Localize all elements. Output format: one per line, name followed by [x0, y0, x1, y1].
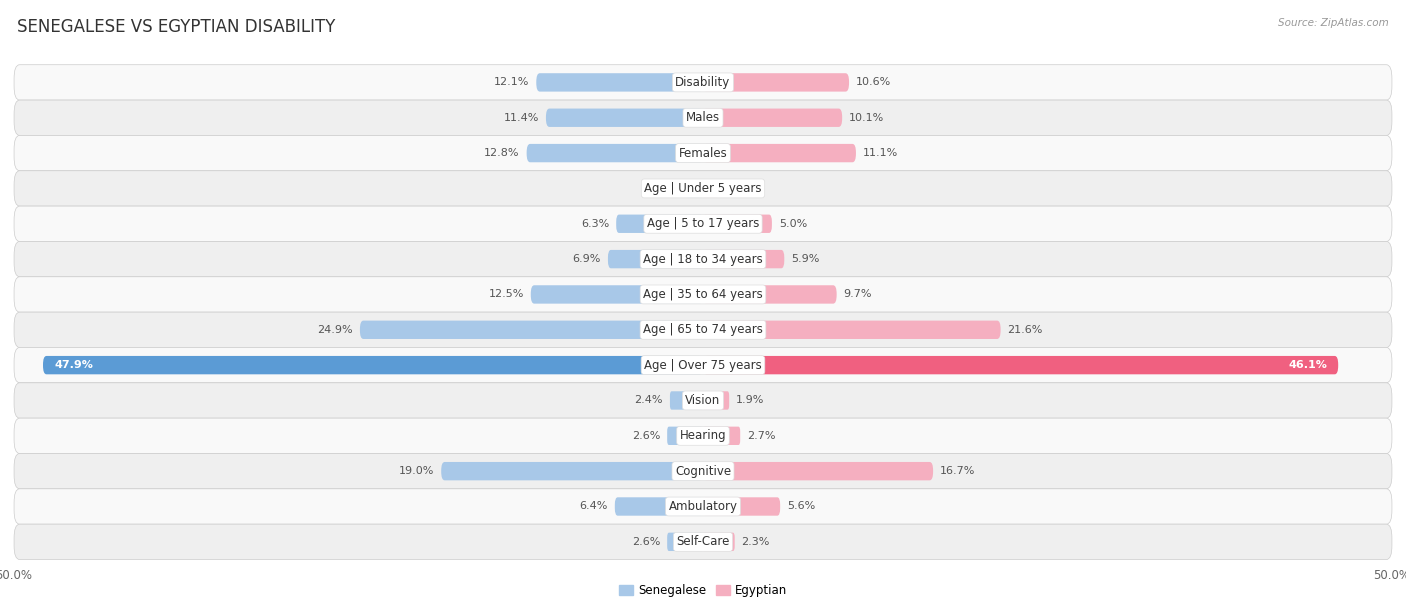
- Text: 10.1%: 10.1%: [849, 113, 884, 123]
- Text: Hearing: Hearing: [679, 429, 727, 442]
- Text: 6.4%: 6.4%: [579, 501, 607, 512]
- FancyBboxPatch shape: [703, 108, 842, 127]
- Text: 2.6%: 2.6%: [631, 537, 661, 547]
- FancyBboxPatch shape: [531, 285, 703, 304]
- Text: 2.4%: 2.4%: [634, 395, 664, 406]
- FancyBboxPatch shape: [703, 215, 772, 233]
- FancyBboxPatch shape: [616, 215, 703, 233]
- FancyBboxPatch shape: [703, 427, 740, 445]
- Text: 5.9%: 5.9%: [792, 254, 820, 264]
- Text: 10.6%: 10.6%: [856, 77, 891, 88]
- Text: 47.9%: 47.9%: [53, 360, 93, 370]
- FancyBboxPatch shape: [703, 498, 780, 516]
- FancyBboxPatch shape: [14, 135, 1392, 171]
- Text: Vision: Vision: [685, 394, 721, 407]
- Text: Males: Males: [686, 111, 720, 124]
- FancyBboxPatch shape: [536, 73, 703, 92]
- Legend: Senegalese, Egyptian: Senegalese, Egyptian: [619, 584, 787, 597]
- Text: Disability: Disability: [675, 76, 731, 89]
- Text: 46.1%: 46.1%: [1288, 360, 1327, 370]
- FancyBboxPatch shape: [703, 391, 730, 409]
- FancyBboxPatch shape: [686, 179, 703, 198]
- Text: 1.9%: 1.9%: [737, 395, 765, 406]
- FancyBboxPatch shape: [669, 391, 703, 409]
- Text: Source: ZipAtlas.com: Source: ZipAtlas.com: [1278, 18, 1389, 28]
- FancyBboxPatch shape: [14, 524, 1392, 559]
- FancyBboxPatch shape: [703, 321, 1001, 339]
- FancyBboxPatch shape: [14, 100, 1392, 135]
- FancyBboxPatch shape: [441, 462, 703, 480]
- Text: 1.1%: 1.1%: [725, 184, 754, 193]
- Text: 5.6%: 5.6%: [787, 501, 815, 512]
- Text: 2.7%: 2.7%: [747, 431, 776, 441]
- Text: 11.1%: 11.1%: [863, 148, 898, 158]
- FancyBboxPatch shape: [360, 321, 703, 339]
- FancyBboxPatch shape: [703, 285, 837, 304]
- Text: Age | 65 to 74 years: Age | 65 to 74 years: [643, 323, 763, 336]
- FancyBboxPatch shape: [14, 171, 1392, 206]
- FancyBboxPatch shape: [14, 348, 1392, 382]
- FancyBboxPatch shape: [546, 108, 703, 127]
- FancyBboxPatch shape: [14, 489, 1392, 524]
- FancyBboxPatch shape: [668, 427, 703, 445]
- Text: Ambulatory: Ambulatory: [668, 500, 738, 513]
- Text: 12.5%: 12.5%: [488, 289, 524, 299]
- FancyBboxPatch shape: [14, 242, 1392, 277]
- FancyBboxPatch shape: [703, 250, 785, 268]
- Text: 21.6%: 21.6%: [1008, 325, 1043, 335]
- FancyBboxPatch shape: [14, 418, 1392, 453]
- Text: 9.7%: 9.7%: [844, 289, 872, 299]
- Text: 19.0%: 19.0%: [399, 466, 434, 476]
- FancyBboxPatch shape: [14, 277, 1392, 312]
- Text: Age | 35 to 64 years: Age | 35 to 64 years: [643, 288, 763, 301]
- FancyBboxPatch shape: [14, 65, 1392, 100]
- Text: 16.7%: 16.7%: [941, 466, 976, 476]
- Text: 1.2%: 1.2%: [651, 184, 679, 193]
- FancyBboxPatch shape: [668, 532, 703, 551]
- Text: 5.0%: 5.0%: [779, 218, 807, 229]
- FancyBboxPatch shape: [703, 462, 934, 480]
- Text: Females: Females: [679, 147, 727, 160]
- Text: 2.6%: 2.6%: [631, 431, 661, 441]
- FancyBboxPatch shape: [14, 206, 1392, 242]
- FancyBboxPatch shape: [703, 144, 856, 162]
- Text: 2.3%: 2.3%: [741, 537, 770, 547]
- Text: Age | Under 5 years: Age | Under 5 years: [644, 182, 762, 195]
- Text: Self-Care: Self-Care: [676, 536, 730, 548]
- FancyBboxPatch shape: [703, 73, 849, 92]
- FancyBboxPatch shape: [14, 312, 1392, 348]
- Text: 11.4%: 11.4%: [503, 113, 538, 123]
- Text: Cognitive: Cognitive: [675, 465, 731, 477]
- Text: 6.9%: 6.9%: [572, 254, 600, 264]
- FancyBboxPatch shape: [703, 179, 718, 198]
- FancyBboxPatch shape: [703, 356, 1339, 375]
- Text: Age | 5 to 17 years: Age | 5 to 17 years: [647, 217, 759, 230]
- FancyBboxPatch shape: [614, 498, 703, 516]
- FancyBboxPatch shape: [14, 453, 1392, 489]
- Text: Age | Over 75 years: Age | Over 75 years: [644, 359, 762, 371]
- Text: SENEGALESE VS EGYPTIAN DISABILITY: SENEGALESE VS EGYPTIAN DISABILITY: [17, 18, 335, 36]
- FancyBboxPatch shape: [527, 144, 703, 162]
- Text: 6.3%: 6.3%: [581, 218, 609, 229]
- FancyBboxPatch shape: [14, 382, 1392, 418]
- FancyBboxPatch shape: [44, 356, 703, 375]
- Text: Age | 18 to 34 years: Age | 18 to 34 years: [643, 253, 763, 266]
- FancyBboxPatch shape: [607, 250, 703, 268]
- FancyBboxPatch shape: [703, 532, 735, 551]
- Text: 12.1%: 12.1%: [494, 77, 530, 88]
- Text: 12.8%: 12.8%: [484, 148, 520, 158]
- Text: 24.9%: 24.9%: [318, 325, 353, 335]
